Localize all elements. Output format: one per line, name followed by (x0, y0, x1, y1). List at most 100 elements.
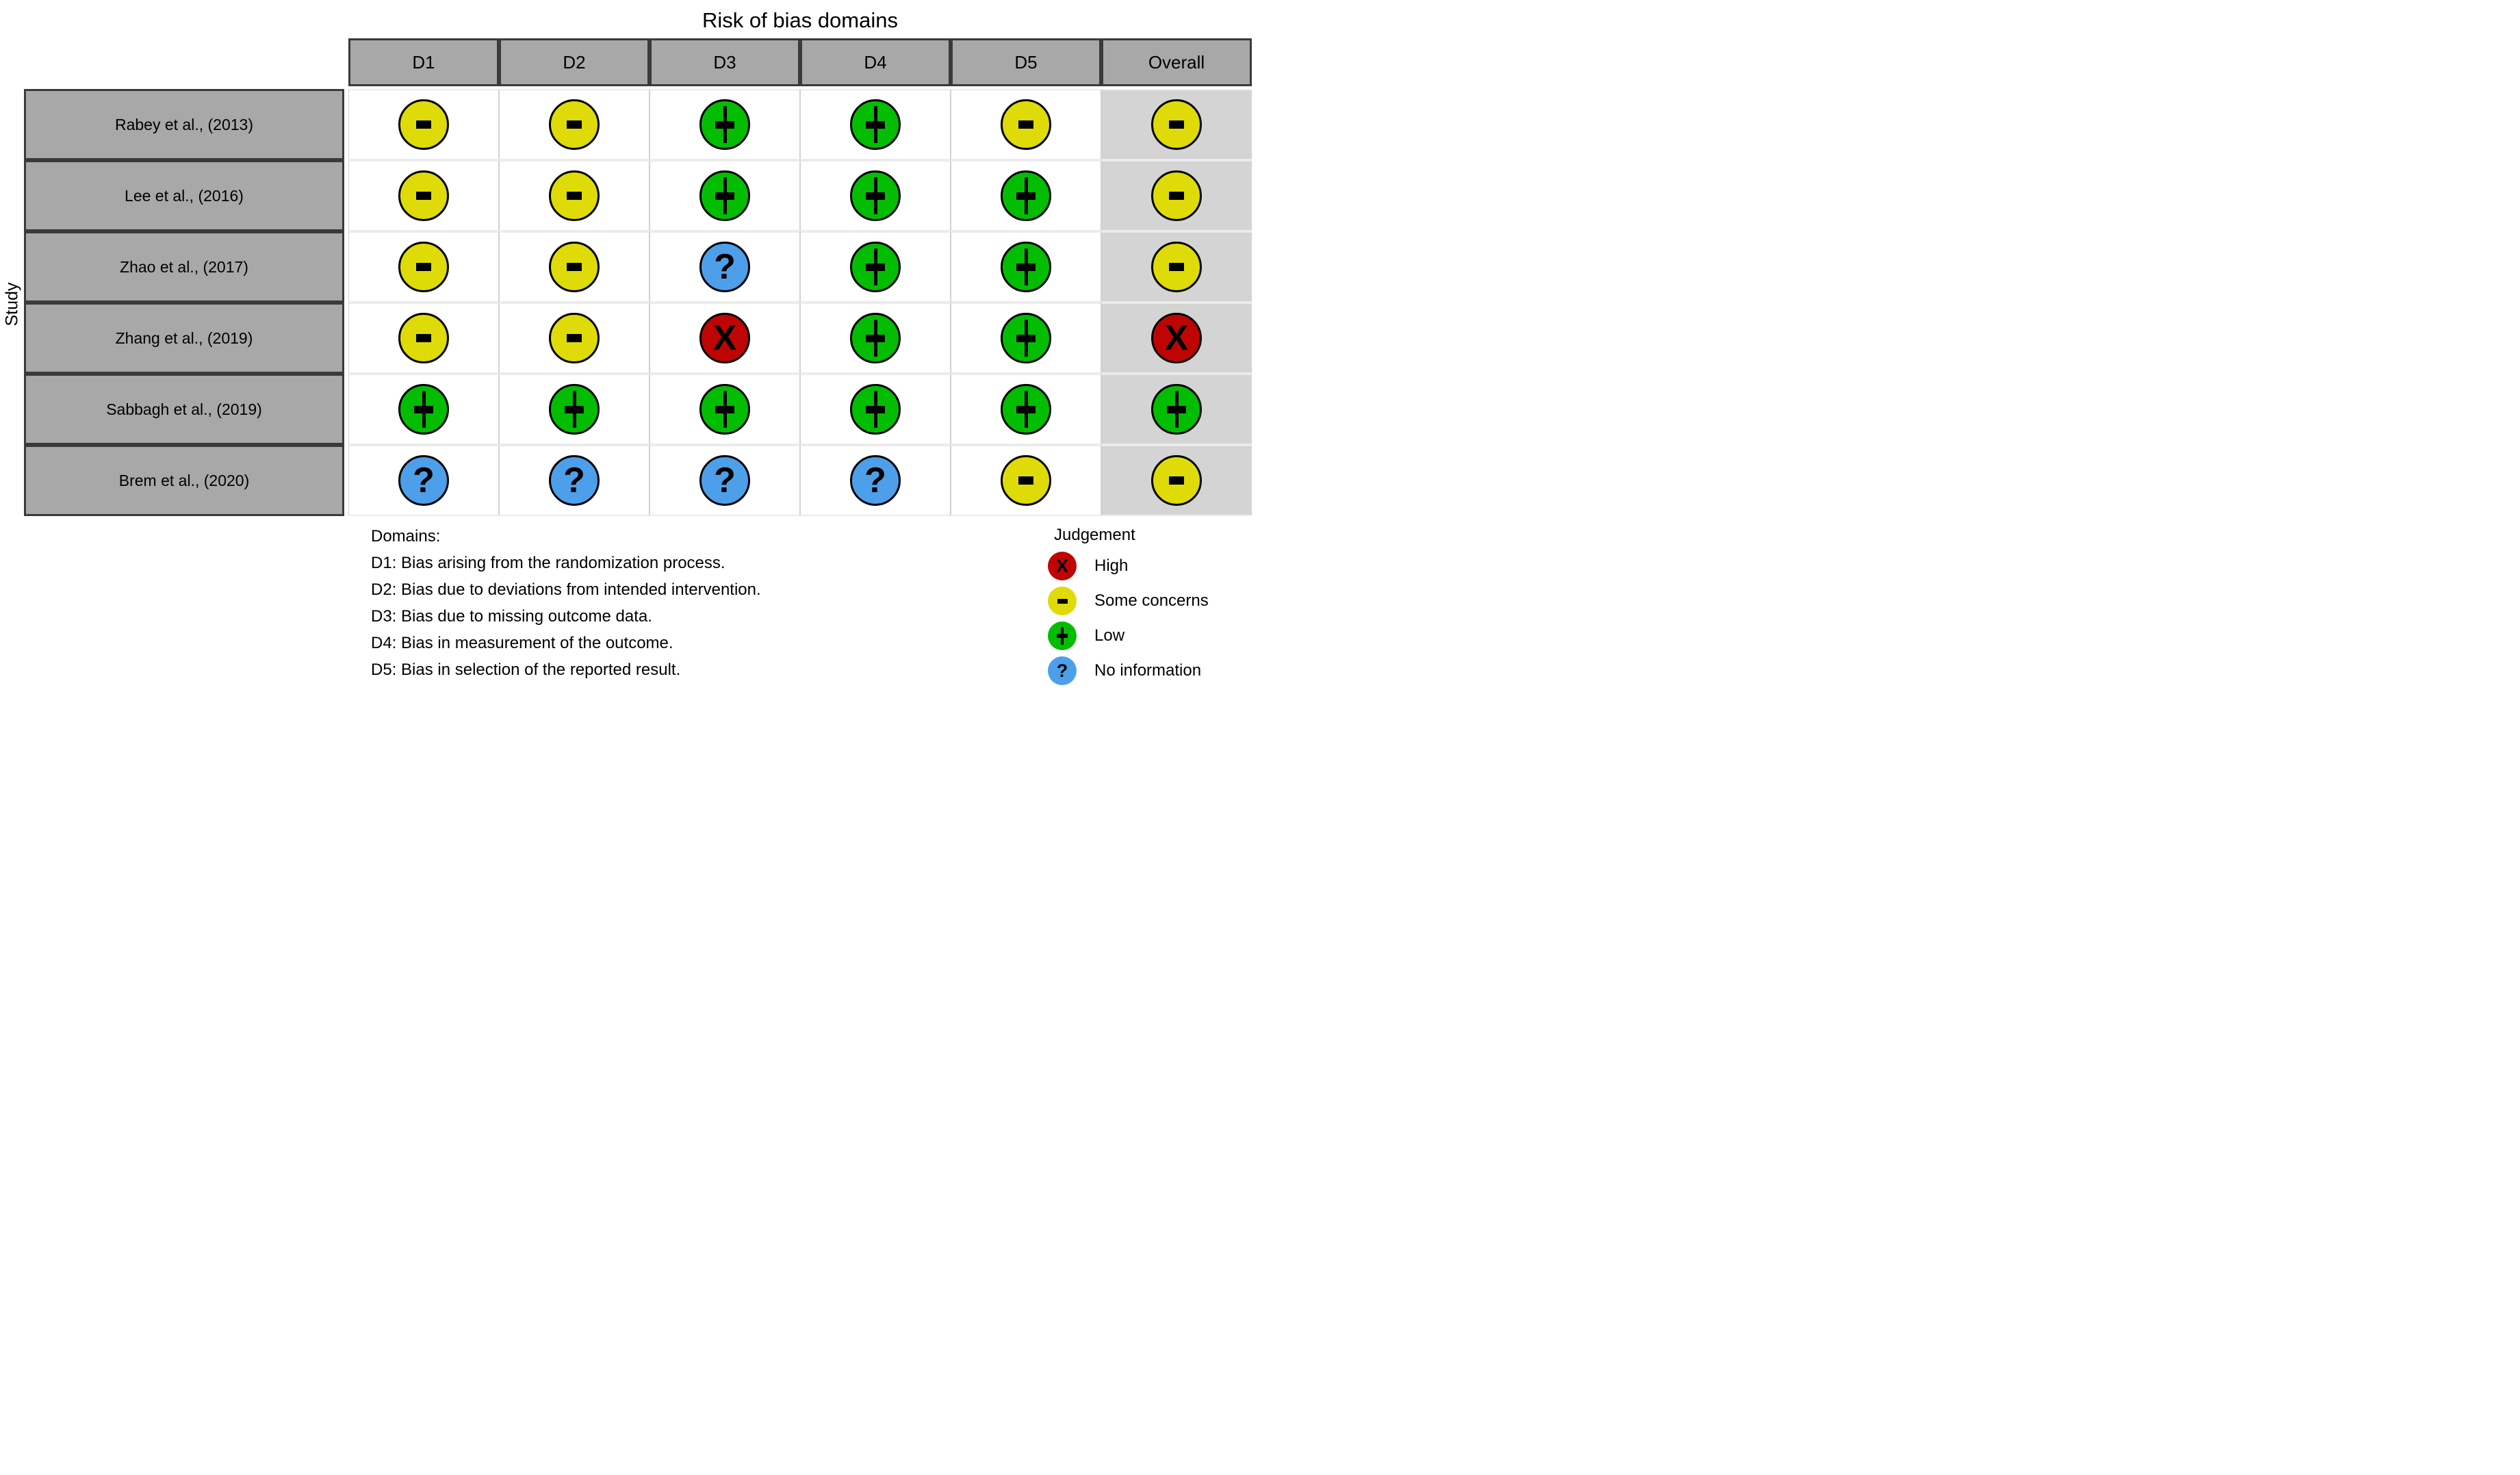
matrix-cell-d2-row2 (499, 160, 650, 231)
judgement-circle-some (398, 313, 449, 363)
question-symbol: ? (714, 461, 736, 500)
plus-symbol (405, 391, 442, 428)
matrix-cell-d5-row4 (951, 303, 1101, 374)
judgement-circle-noinfo: ? (850, 455, 901, 506)
matrix-cell-d3-row5 (650, 374, 800, 445)
judgement-circle-some (1001, 99, 1051, 150)
matrix-cell-d2-row4 (499, 303, 650, 374)
legend-item-noinfo: ? No information (1048, 656, 1201, 685)
minus-symbol (1169, 120, 1184, 129)
minus-symbol (1169, 476, 1184, 485)
judgement-circle-low (549, 384, 600, 435)
x-symbol: X (712, 318, 737, 358)
domains-caption-heading: Domains: (371, 527, 441, 546)
minus-symbol (416, 120, 431, 129)
matrix-cell-d5-row3 (951, 231, 1101, 303)
judgement-circle-noinfo: ? (1048, 656, 1077, 685)
plus-symbol (1007, 391, 1044, 428)
matrix-cell-d1-row2 (348, 160, 499, 231)
judgement-circle-some (1151, 242, 1202, 292)
minus-symbol (1169, 192, 1184, 200)
judgement-circle-low (1001, 170, 1051, 221)
judgement-circle-noinfo: ? (699, 455, 750, 506)
judgement-circle-some (398, 170, 449, 221)
judgement-circle-some (1151, 170, 1202, 221)
plus-symbol (857, 320, 894, 357)
judgement-circle-low (850, 242, 901, 292)
plus-symbol (706, 106, 743, 143)
question-symbol: ? (563, 461, 585, 500)
matrix-cell-overall-row4: X (1101, 303, 1252, 374)
judgement-circle-low (1151, 384, 1202, 435)
judgement-circle-noinfo: ? (699, 242, 750, 292)
judgement-circle-noinfo: ? (549, 455, 600, 506)
column-header-d2: D2 (499, 38, 650, 86)
minus-symbol (1169, 263, 1184, 271)
column-header-d1: D1 (348, 38, 499, 86)
minus-symbol (416, 192, 431, 200)
judgement-circle-low (850, 170, 901, 221)
plus-symbol (556, 391, 593, 428)
plus-symbol (1007, 320, 1044, 357)
question-symbol: ? (714, 247, 736, 287)
judgement-circle-low (398, 384, 449, 435)
domains-caption-line: D5: Bias in selection of the reported re… (371, 660, 681, 679)
matrix-cell-d4-row1 (800, 89, 951, 160)
legend-label-low: Low (1094, 626, 1125, 645)
legend-title: Judgement (1054, 526, 1135, 544)
question-symbol: ? (1056, 660, 1068, 681)
judgement-circle-high: X (1151, 313, 1202, 363)
matrix-cell-d3-row3: ? (650, 231, 800, 303)
judgement-circle-low (850, 384, 901, 435)
column-header-overall: Overall (1101, 38, 1252, 86)
plus-symbol (1007, 248, 1044, 285)
question-symbol: ? (864, 461, 886, 500)
matrix-cell-d3-row6: ? (650, 445, 800, 516)
judgement-circle-some (1048, 587, 1077, 615)
judgement-circle-low (699, 170, 750, 221)
plus-symbol (706, 391, 743, 428)
domains-caption-lines: D1: Bias arising from the randomization … (371, 550, 761, 683)
study-label: Zhang et al., (2019) (24, 303, 344, 374)
matrix-cell-overall-row1 (1101, 89, 1252, 160)
study-label: Sabbagh et al., (2019) (24, 374, 344, 445)
matrix-cell-d4-row4 (800, 303, 951, 374)
minus-symbol (1057, 598, 1068, 604)
matrix-cell-overall-row6 (1101, 445, 1252, 516)
y-axis-label: Study (2, 282, 22, 326)
judgement-circle-noinfo: ? (398, 455, 449, 506)
question-symbol: ? (413, 461, 435, 500)
judgement-circle-low (850, 99, 901, 150)
matrix-cell-d4-row2 (800, 160, 951, 231)
legend-item-low: Low (1048, 621, 1124, 650)
risk-of-bias-figure: Risk of bias domains Study D1 D2 D3 D4 D5 Ove… (0, 0, 1260, 738)
matrix-cell-d1-row5 (348, 374, 499, 445)
minus-symbol (567, 192, 582, 200)
matrix-cell-d1-row4 (348, 303, 499, 374)
matrix-cell-d5-row5 (951, 374, 1101, 445)
matrix-cell-d3-row2 (650, 160, 800, 231)
matrix-cell-d2-row5 (499, 374, 650, 445)
matrix-cell-d5-row1 (951, 89, 1101, 160)
plot-title: Risk of bias domains (702, 8, 898, 32)
legend-item-some: Some concerns (1048, 587, 1209, 615)
plus-symbol (857, 106, 894, 143)
column-header-d5: D5 (951, 38, 1101, 86)
judgement-circle-low (1048, 621, 1077, 650)
column-header-d4: D4 (800, 38, 951, 86)
matrix-cell-d1-row1 (348, 89, 499, 160)
minus-symbol (416, 334, 431, 342)
minus-symbol (567, 120, 582, 129)
judgement-circle-high: X (699, 313, 750, 363)
minus-symbol (1018, 120, 1033, 129)
study-label: Zhao et al., (2017) (24, 231, 344, 303)
study-label: Brem et al., (2020) (24, 445, 344, 516)
domains-caption-line: D1: Bias arising from the randomization … (371, 554, 725, 572)
matrix-cell-d3-row1 (650, 89, 800, 160)
minus-symbol (416, 263, 431, 271)
plus-symbol (857, 177, 894, 214)
matrix-cell-d5-row6 (951, 445, 1101, 516)
study-label: Rabey et al., (2013) (24, 89, 344, 160)
matrix-cell-d3-row4: X (650, 303, 800, 374)
judgement-circle-some (398, 242, 449, 292)
